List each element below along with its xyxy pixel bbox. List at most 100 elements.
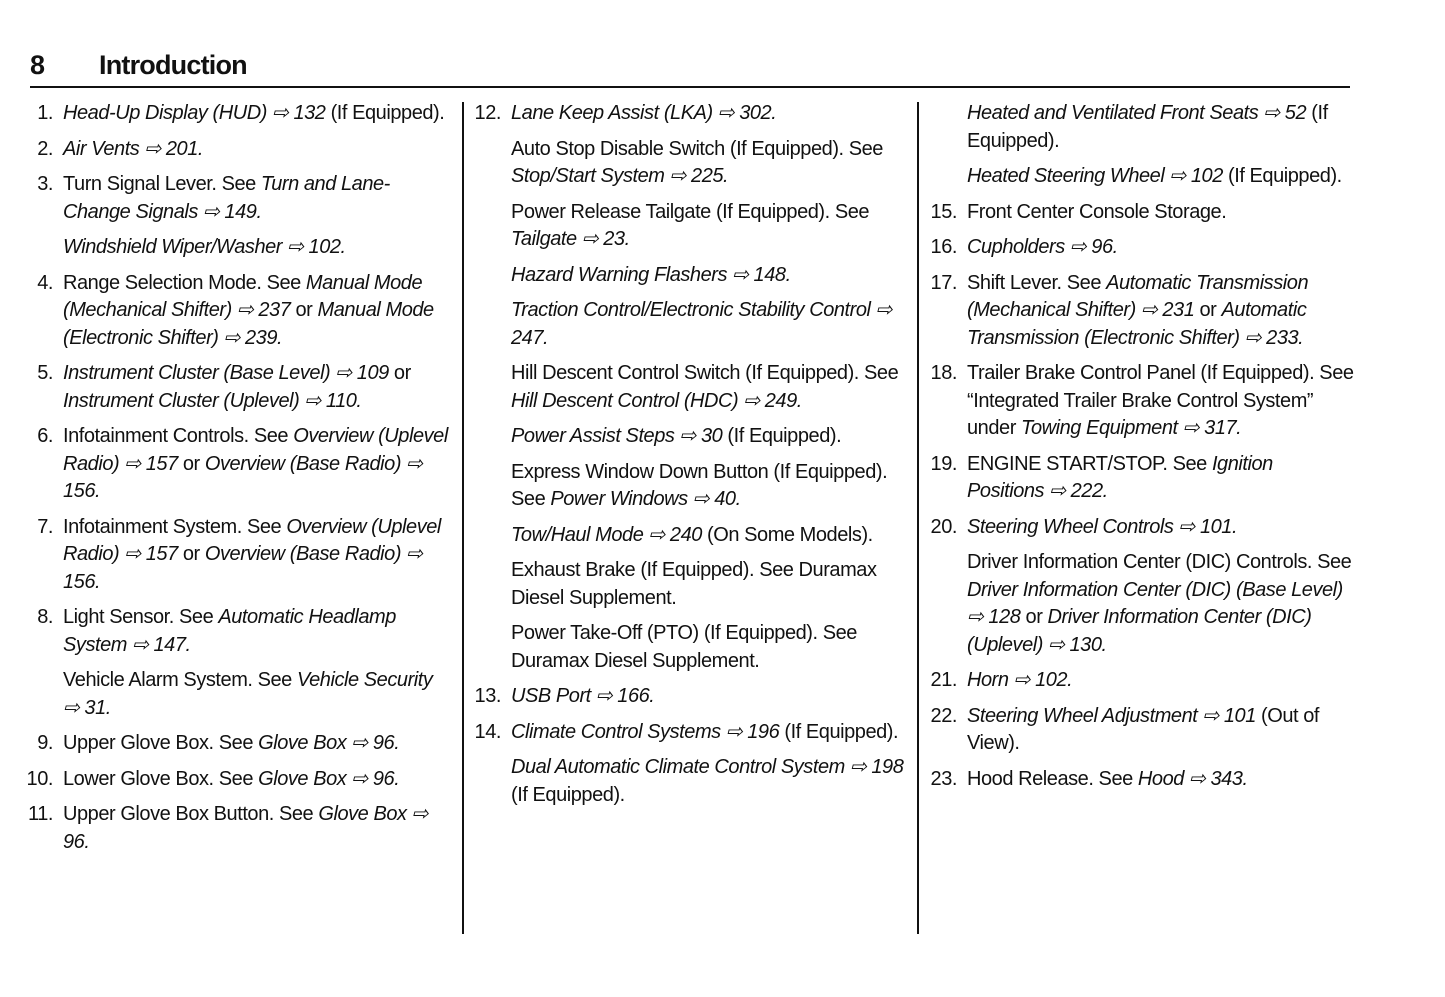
list-item: 6. Infotainment Controls. See Overview (U… [20,423,450,506]
item-text: Auto Stop Disable Switch (If Equipped). … [511,137,883,160]
cross-reference-link[interactable]: Power Windows ⇨ 40. [550,488,741,510]
list-item: 15. Front Center Console Storage. [924,199,1354,227]
list-item: Exhaust Brake (If Equipped). See Duramax… [468,557,908,612]
cross-reference-link[interactable]: Instrument Cluster (Base Level) ⇨ 109 [63,362,389,384]
cross-reference-link[interactable]: Power Assist Steps ⇨ 30 [511,425,723,447]
cross-reference-link[interactable]: Hood ⇨ 343. [1137,767,1248,790]
item-number: 3. [37,173,53,195]
item-text: (On Some Models). [701,523,873,546]
cross-reference-link[interactable]: Overview (Uplevel Radio) ⇨ 157 [63,515,441,566]
list-item: Traction Control/Electronic Stability Co… [468,297,908,352]
item-text: Range Selection Mode. See [63,271,306,294]
item-number: 13. [474,685,502,707]
list-item: 10. Lower Glove Box. See Glove Box ⇨ 96. [20,766,450,794]
cross-reference-link[interactable]: Steering Wheel Adjustment ⇨ 101 [967,704,1256,727]
item-number: 4. [37,271,53,294]
list-item: 4. Range Selection Mode. See Manual Mode … [20,270,450,353]
item-text: Infotainment Controls. See [63,425,294,447]
item-number: 8. [37,606,53,628]
cross-reference-link[interactable]: Stop/Start System ⇨ 225. [511,165,729,187]
item-number: 23. [930,767,958,790]
item-text: or [388,362,411,384]
item-number: 20. [930,515,958,538]
cross-reference-link[interactable]: Steering Wheel Controls ⇨ 101. [967,515,1238,538]
list-item: 7. Infotainment System. See Overview (Upl… [20,514,450,597]
item-text: Shift Lever. See [967,271,1107,294]
list-item: 2. Air Vents ⇨ 201. [20,136,450,164]
item-text: (If Equipped). [722,425,842,447]
cross-reference-link[interactable]: Driver Information Center (DIC) (Uplevel… [967,606,1312,656]
item-text: Hood Release. See [967,767,1138,790]
cross-reference-link[interactable]: Instrument Cluster (Uplevel) ⇨ 110. [63,389,362,412]
list-item: 17. Shift Lever. See Automatic Transmissi… [924,270,1354,353]
cross-reference-link[interactable]: USB Port ⇨ 166. [511,685,655,707]
cross-reference-link[interactable]: Turn and Lane-Change Signals ⇨ 149. [63,173,390,223]
item-text: Power Take-Off (PTO) (If Equipped). See … [511,622,857,672]
cross-reference-link[interactable]: Automatic Transmission (Mechanical Shift… [967,271,1309,322]
column-2: 12. Lane Keep Assist (LKA) ⇨ 302. Auto Sto… [468,100,908,817]
cross-reference-link[interactable]: Ignition Positions ⇨ 222. [967,452,1273,503]
list-item: 19. ENGINE START/STOP. See Ignition Posit… [924,451,1354,506]
list-item: Driver Information Center (DIC) Controls… [924,549,1354,659]
item-text: Vehicle Alarm System. See [63,669,297,691]
list-item: 9. Upper Glove Box. See Glove Box ⇨ 96. [20,730,450,758]
item-number: 15. [930,200,958,223]
cross-reference-link[interactable]: Heated Steering Wheel ⇨ 102 [967,165,1223,187]
item-text: Trailer Brake Control Panel (If Equipped… [967,362,1354,439]
cross-reference-link[interactable]: Air Vents ⇨ 201. [63,137,203,160]
list-item: 5. Instrument Cluster (Base Level) ⇨ 109 … [20,360,450,415]
cross-reference-link[interactable]: Manual Mode (Mechanical Shifter) ⇨ 237 [63,271,423,322]
cross-reference-link[interactable]: Head-Up Display (HUD) ⇨ 132 [63,102,326,124]
list-item: Heated and Ventilated Front Seats ⇨ 52 (… [924,100,1354,155]
cross-reference-link[interactable]: Cupholders ⇨ 96. [967,236,1118,258]
item-text: (If Equipped). [325,102,445,124]
list-item: Vehicle Alarm System. See Vehicle Securi… [20,667,450,722]
cross-reference-link[interactable]: Windshield Wiper/Washer ⇨ 102. [63,236,346,258]
item-text: or [177,452,205,475]
list-item: 18. Trailer Brake Control Panel (If Equip… [924,360,1354,443]
item-text: or [1194,299,1222,321]
list-item: Power Take-Off (PTO) (If Equipped). See … [468,620,908,675]
item-number: 2. [37,137,53,160]
cross-reference-link[interactable]: Traction Control/Electronic Stability Co… [511,299,892,349]
cross-reference-link[interactable]: Tow/Haul Mode ⇨ 240 [511,523,702,546]
cross-reference-link[interactable]: Horn ⇨ 102. [967,669,1073,691]
cross-reference-link[interactable]: Glove Box ⇨ 96. [258,767,400,790]
column-1: 1. Head-Up Display (HUD) ⇨ 132 (If Equipp… [20,100,450,864]
list-item: 20. Steering Wheel Controls ⇨ 101. [924,514,1354,542]
cross-reference-link[interactable]: Hill Descent Control (HDC) ⇨ 249. [511,389,802,412]
list-item: Heated Steering Wheel ⇨ 102 (If Equipped… [924,163,1354,191]
cross-reference-link[interactable]: Driver Information Center (DIC) (Base Le… [967,578,1343,629]
cross-reference-link[interactable]: Glove Box ⇨ 96. [258,732,400,754]
item-text: or [1020,606,1048,628]
item-number: 10. [26,767,54,790]
cross-reference-link[interactable]: Climate Control Systems ⇨ 196 [511,720,780,743]
item-number: 5. [37,362,53,384]
cross-reference-link[interactable]: Overview (Uplevel Radio) ⇨ 157 [63,425,448,475]
cross-reference-link[interactable]: Tailgate ⇨ 23. [511,228,630,250]
item-number: 6. [37,425,53,447]
list-item: 3. Turn Signal Lever. See Turn and Lane-C… [20,171,450,226]
list-item: 14. Climate Control Systems ⇨ 196 (If Equ… [468,719,908,747]
cross-reference-link[interactable]: Lane Keep Assist (LKA) ⇨ 302. [511,102,777,124]
cross-reference-link[interactable]: Overview (Base Radio) ⇨ 156. [63,543,423,593]
item-number: 11. [28,803,53,825]
cross-reference-link[interactable]: Glove Box ⇨ 96. [63,803,428,853]
item-text: Light Sensor. See [63,606,219,628]
page-title: Introduction [99,50,248,80]
column-divider [917,102,919,934]
cross-reference-link[interactable]: Vehicle Security ⇨ 31. [63,669,433,719]
column-divider [462,102,464,934]
cross-reference-link[interactable]: Heated and Ventilated Front Seats ⇨ 52 [967,102,1307,124]
cross-reference-link[interactable]: Overview (Base Radio) ⇨ 156. [63,452,423,503]
cross-reference-link[interactable]: Automatic Headlamp System ⇨ 147. [63,606,396,656]
cross-reference-link[interactable]: Dual Automatic Climate Control System ⇨ … [511,756,904,778]
item-number: 18. [930,362,958,384]
cross-reference-link[interactable]: Hazard Warning Flashers ⇨ 148. [511,263,791,286]
list-item: Auto Stop Disable Switch (If Equipped). … [468,136,908,191]
cross-reference-link[interactable]: Towing Equipment ⇨ 317. [1021,417,1242,439]
cross-reference-link[interactable]: Manual Mode (Electronic Shifter) ⇨ 239. [63,299,434,349]
cross-reference-link[interactable]: Automatic Transmission (Electronic Shift… [967,299,1307,349]
list-item: Tow/Haul Mode ⇨ 240 (On Some Models). [468,522,908,550]
item-text: Turn Signal Lever. See [63,173,261,195]
